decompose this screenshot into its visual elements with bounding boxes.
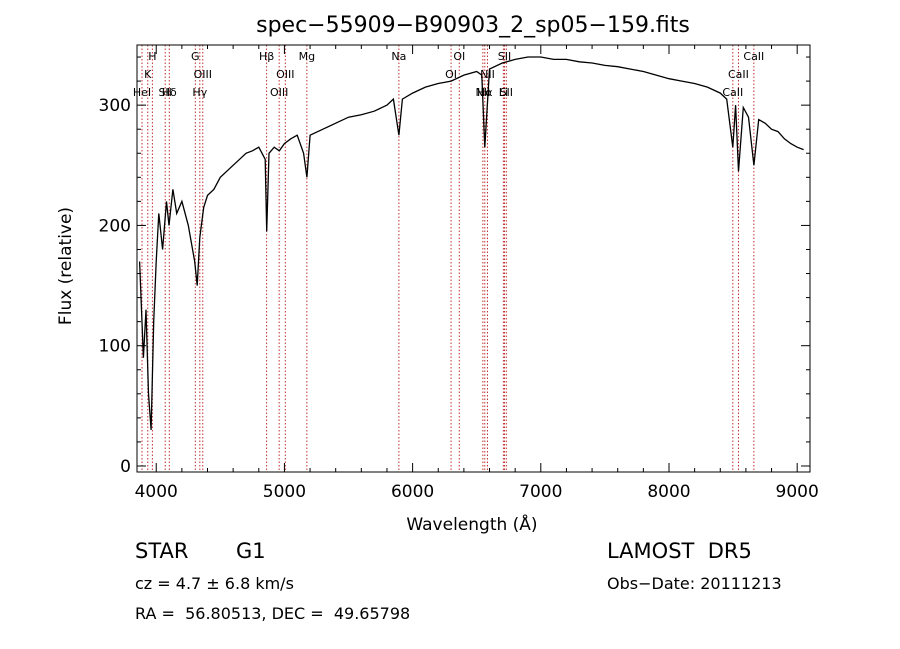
line-label: OIII — [194, 68, 212, 81]
x-tick-label: 6000 — [391, 482, 434, 502]
object-class: STAR — [135, 539, 189, 563]
line-label: HeI — [133, 86, 151, 99]
x-tick-label: 4000 — [135, 482, 178, 502]
spectrum-line — [138, 56, 804, 430]
line-label: Hγ — [192, 86, 207, 99]
line-label: H — [148, 50, 156, 63]
y-tick-label: 0 — [120, 457, 131, 477]
line-label: OI — [445, 68, 457, 81]
line-label: NII — [480, 68, 495, 81]
object-subclass: G1 — [236, 539, 266, 563]
line-label: Na — [391, 50, 406, 63]
line-label: SII — [498, 50, 511, 63]
line-label: K — [144, 68, 152, 81]
line-label: OI — [453, 50, 465, 63]
plot-frame — [136, 44, 811, 473]
x-tick-label: 5000 — [263, 482, 306, 502]
y-tick-label: 100 — [99, 337, 131, 357]
line-label: Hδ — [162, 86, 177, 99]
redshift-cz: cz = 4.7 ± 6.8 km/s — [135, 574, 294, 593]
line-label: Mg — [299, 50, 315, 63]
line-markers — [141, 45, 755, 472]
line-label: Hβ — [259, 50, 274, 63]
line-label: OIII — [276, 68, 294, 81]
line-label: OIII — [270, 86, 288, 99]
line-label: CaII — [743, 50, 764, 63]
chart-title: spec−55909−B90903_2_sp05−159.fits — [256, 13, 690, 38]
x-tick-label: 9000 — [776, 482, 819, 502]
line-label: SII — [500, 86, 513, 99]
y-tick-label: 200 — [99, 216, 131, 236]
line-label: SII — [158, 86, 171, 99]
ra-dec-coordinates: RA = 56.80513, DEC = 49.65798 — [135, 604, 411, 623]
y-axis-ticks: 0 100 200 300 — [99, 56, 810, 477]
survey-name: LAMOST DR5 — [607, 539, 752, 563]
observation-date: Obs−Date: 20111213 — [607, 574, 782, 593]
line-label: CaII — [722, 86, 743, 99]
x-tick-label: 7000 — [519, 482, 562, 502]
line-label: CaII — [728, 68, 749, 81]
y-axis-label: Flux (relative) — [56, 207, 76, 325]
line-label: G — [191, 50, 200, 63]
line-label: Li — [499, 86, 508, 99]
y-tick-label: 300 — [99, 96, 131, 116]
x-tick-label: 8000 — [647, 482, 690, 502]
x-axis-label: Wavelength (Å) — [406, 513, 537, 535]
x-axis-ticks: 4000 5000 6000 7000 8000 9000 — [135, 45, 819, 502]
